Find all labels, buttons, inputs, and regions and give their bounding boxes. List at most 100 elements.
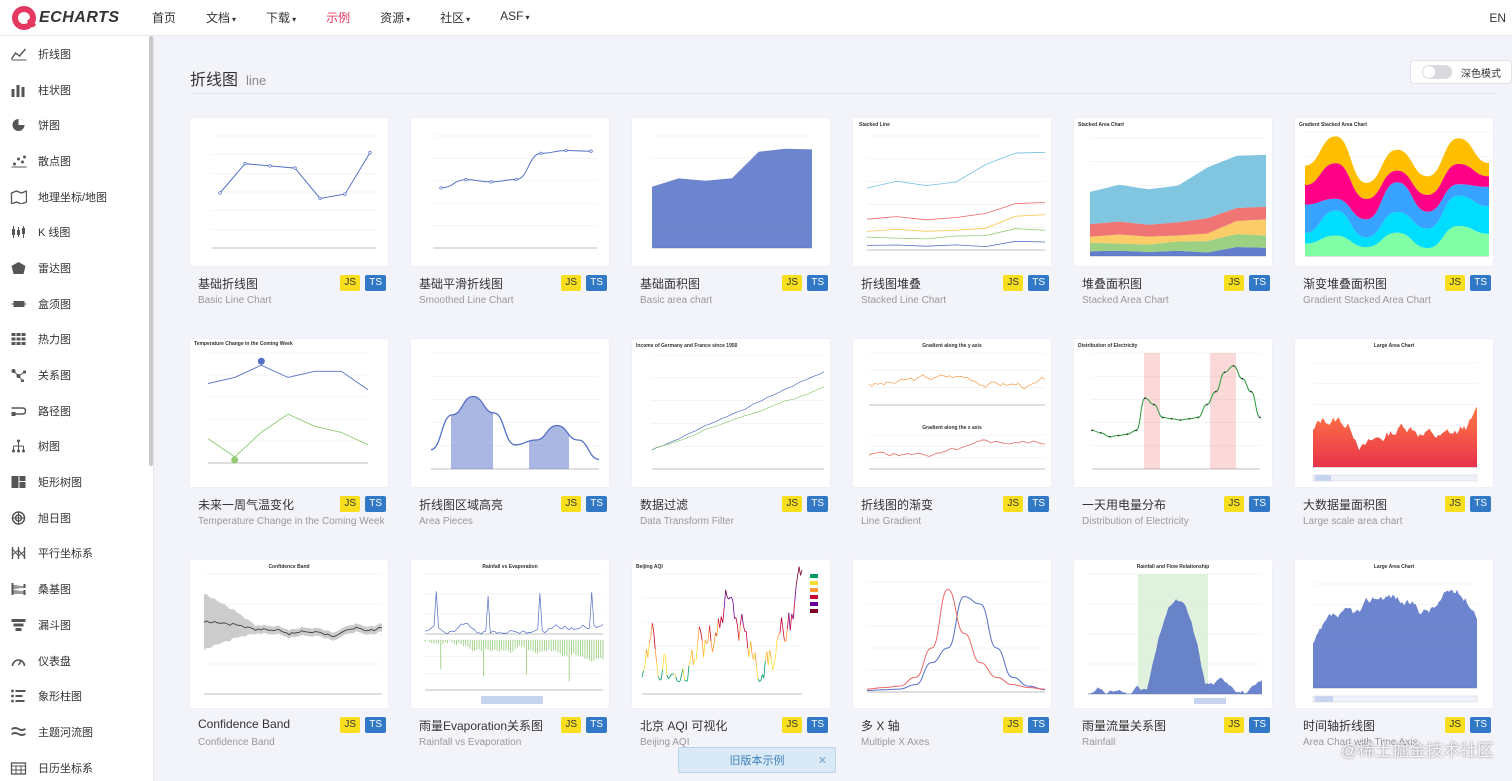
sidebar-item-4[interactable]: 地理坐标/地图 (0, 179, 153, 215)
js-badge[interactable]: JS (1003, 275, 1023, 291)
example-card-multiple-x[interactable]: 多 X 轴 Multiple X Axes JS TS (853, 560, 1051, 748)
example-card-smooth-line[interactable]: 基础平滑折线图 Smoothed Line Chart JS TS (411, 118, 609, 306)
example-card-line-gradient[interactable]: Gradient along the y axis Gradient along … (853, 339, 1051, 527)
sidebar-item-8[interactable]: 热力图 (0, 322, 153, 358)
example-card-stacked-area[interactable]: Stacked Area Chart 堆叠面积图 Stacked Area Char… (1074, 118, 1272, 306)
sidebar-item-7[interactable]: 盒须图 (0, 286, 153, 322)
dark-mode-switch[interactable] (1422, 65, 1452, 79)
sidebar-item-12[interactable]: 矩形树图 (0, 464, 153, 500)
js-badge[interactable]: JS (340, 496, 360, 512)
example-title[interactable]: 基础折线图 (198, 277, 259, 291)
example-card-time-axis[interactable]: Large Area Chart 时间轴折线图 Area Chart with Ti… (1295, 560, 1493, 748)
sidebar-item-10[interactable]: 路径图 (0, 393, 153, 429)
example-thumbnail[interactable]: Large Area Chart (1295, 339, 1493, 487)
js-badge[interactable]: JS (1224, 717, 1244, 733)
example-title[interactable]: 基础面积图 (640, 277, 701, 291)
close-icon[interactable]: ✕ (817, 755, 827, 767)
js-badge[interactable]: JS (340, 275, 360, 291)
js-badge[interactable]: JS (1445, 496, 1465, 512)
language-switch[interactable]: EN (1489, 11, 1506, 25)
example-thumbnail[interactable] (853, 560, 1051, 708)
example-thumbnail[interactable] (190, 118, 388, 266)
example-thumbnail[interactable] (411, 339, 609, 487)
ts-badge[interactable]: TS (365, 496, 386, 512)
example-title[interactable]: 基础平滑折线图 (419, 277, 504, 291)
sidebar-item-6[interactable]: 雷达图 (0, 250, 153, 286)
sidebar-item-13[interactable]: 旭日图 (0, 500, 153, 536)
example-card-gradient-stacked[interactable]: Gradient Stacked Area Chart 渐变堆叠面积图 Gradie… (1295, 118, 1493, 306)
example-title[interactable]: 未来一周气温变化 (198, 498, 295, 512)
js-badge[interactable]: JS (782, 275, 802, 291)
nav-item-0[interactable]: 首页 (152, 9, 176, 26)
example-thumbnail[interactable]: Confidence Band (190, 560, 388, 708)
js-badge[interactable]: JS (561, 275, 581, 291)
example-card-data-filter[interactable]: Income of Germany and France since 1950 数… (632, 339, 830, 527)
ts-badge[interactable]: TS (586, 275, 607, 291)
nav-item-4[interactable]: 资源 ▾ (380, 9, 410, 26)
js-badge[interactable]: JS (561, 717, 581, 733)
sidebar-item-16[interactable]: 漏斗图 (0, 607, 153, 643)
example-card-basic-line[interactable]: 基础折线图 Basic Line Chart JS TS (190, 118, 388, 306)
sidebar-item-14[interactable]: 平行坐标系 (0, 536, 153, 572)
sidebar-item-19[interactable]: 主题河流图 (0, 714, 153, 750)
example-thumbnail[interactable]: Rainfall and Flow Relationship (1074, 560, 1272, 708)
example-card-electricity[interactable]: Distribution of Electricity 一天用电量分布 Distri… (1074, 339, 1272, 527)
example-title[interactable]: Confidence Band (198, 717, 291, 731)
example-thumbnail[interactable]: Rainfall vs Evaporation (411, 560, 609, 708)
example-title[interactable]: 大数据量面积图 (1303, 498, 1388, 512)
ts-badge[interactable]: TS (1470, 717, 1491, 733)
example-title[interactable]: 北京 AQI 可视化 (640, 719, 728, 733)
example-thumbnail[interactable]: Income of Germany and France since 1950 (632, 339, 830, 487)
ts-badge[interactable]: TS (586, 717, 607, 733)
ts-badge[interactable]: TS (1028, 496, 1049, 512)
example-thumbnail[interactable]: Stacked Area Chart (1074, 118, 1272, 266)
js-badge[interactable]: JS (561, 496, 581, 512)
js-badge[interactable]: JS (1224, 496, 1244, 512)
ts-badge[interactable]: TS (365, 717, 386, 733)
js-badge[interactable]: JS (782, 496, 802, 512)
example-title[interactable]: 堆叠面积图 (1082, 277, 1143, 291)
example-card-confidence-band[interactable]: Confidence Band Confidence Band Confidence… (190, 560, 388, 748)
sidebar-item-3[interactable]: 散点图 (0, 143, 153, 179)
example-thumbnail[interactable]: Large Area Chart (1295, 560, 1493, 708)
example-thumbnail[interactable]: Gradient along the y axis Gradient along … (853, 339, 1051, 487)
echarts-logo[interactable]: ECHARTS (12, 5, 140, 30)
ts-badge[interactable]: TS (807, 717, 828, 733)
sidebar-scrollbar[interactable] (149, 36, 153, 466)
example-thumbnail[interactable] (632, 118, 830, 266)
example-title[interactable]: 渐变堆叠面积图 (1303, 277, 1388, 291)
nav-item-1[interactable]: 文档 ▾ (206, 9, 236, 26)
ts-badge[interactable]: TS (807, 496, 828, 512)
example-thumbnail[interactable]: Temperature Change in the Coming Week (190, 339, 388, 487)
ts-badge[interactable]: TS (1249, 496, 1270, 512)
js-badge[interactable]: JS (1003, 717, 1023, 733)
sidebar-item-9[interactable]: 关系图 (0, 357, 153, 393)
example-thumbnail[interactable]: Stacked Line (853, 118, 1051, 266)
example-title[interactable]: 折线图区域高亮 (419, 498, 504, 512)
js-badge[interactable]: JS (1445, 275, 1465, 291)
old-examples-button[interactable]: 旧版本示例 ✕ (678, 747, 836, 773)
example-card-large-area[interactable]: Large Area Chart 大数据量面积图 Large scale area … (1295, 339, 1493, 527)
example-title[interactable]: 数据过滤 (640, 498, 689, 512)
sidebar-item-0[interactable]: 折线图 (0, 36, 153, 72)
example-card-area-pieces[interactable]: 折线图区域高亮 Area Pieces JS TS (411, 339, 609, 527)
ts-badge[interactable]: TS (1028, 275, 1049, 291)
sidebar-item-20[interactable]: 日历坐标系 (0, 750, 153, 781)
example-card-beijing-aqi[interactable]: Beijing AQI 北京 AQI 可视化 Beijing AQI JS TS (632, 560, 830, 748)
sidebar-item-11[interactable]: 树图 (0, 429, 153, 465)
example-thumbnail[interactable]: Gradient Stacked Area Chart (1295, 118, 1493, 266)
nav-item-3[interactable]: 示例 (326, 9, 350, 26)
ts-badge[interactable]: TS (1028, 717, 1049, 733)
sidebar-item-2[interactable]: 饼图 (0, 107, 153, 143)
js-badge[interactable]: JS (1003, 496, 1023, 512)
js-badge[interactable]: JS (1445, 717, 1465, 733)
ts-badge[interactable]: TS (365, 275, 386, 291)
example-title[interactable]: 雨量Evaporation关系图 (419, 719, 544, 733)
nav-item-6[interactable]: ASF ▾ (500, 9, 529, 26)
ts-badge[interactable]: TS (1470, 496, 1491, 512)
example-thumbnail[interactable]: Beijing AQI (632, 560, 830, 708)
example-title[interactable]: 一天用电量分布 (1082, 498, 1167, 512)
example-title[interactable]: 雨量流量关系图 (1082, 719, 1167, 733)
example-card-rainfall-evaporation[interactable]: Rainfall vs Evaporation 雨量Evaporation关系图 R… (411, 560, 609, 748)
sidebar-item-15[interactable]: 桑基图 (0, 571, 153, 607)
